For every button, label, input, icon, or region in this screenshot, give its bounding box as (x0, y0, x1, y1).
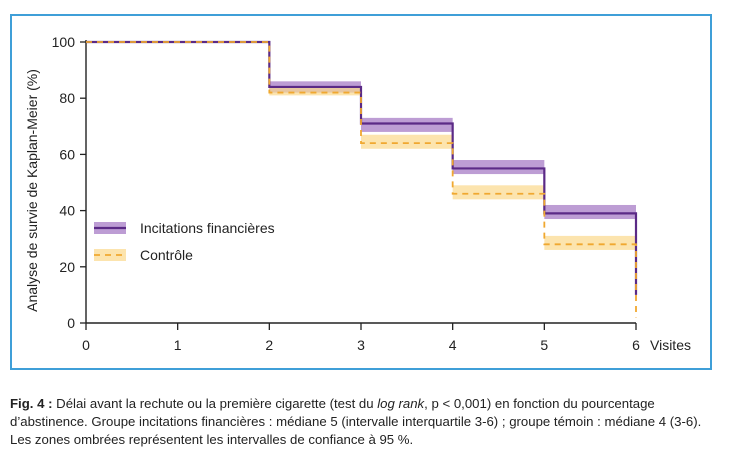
x-tick-label-4: 4 (449, 337, 457, 353)
legend-label-incitations: Incitations financières (140, 220, 275, 236)
x-axis-title: Visites (650, 337, 691, 353)
caption-italic: log rank (377, 396, 425, 411)
y-tick-label-100: 100 (52, 34, 76, 50)
y-tick-label-40: 40 (59, 203, 75, 219)
x-tick-label-5: 5 (540, 337, 548, 353)
ci-band-controle-3 (452, 185, 545, 200)
series-line-controle (86, 41, 637, 318)
ci-band-controle-4 (544, 235, 636, 250)
y-tick-label-80: 80 (59, 90, 75, 106)
x-tick-label-6: 6 (632, 337, 640, 353)
x-tick-label-1: 1 (174, 337, 182, 353)
y-axis-title: Analyse de survie de Kaplan-Meier (%) (24, 69, 40, 312)
kaplan-meier-chart: 0 20 40 60 80 100 0 1 2 3 4 5 6 Visites Analyse de sur… (24, 34, 691, 353)
x-tick-label-0: 0 (82, 337, 90, 353)
ci-band-controle-1 (269, 86, 361, 96)
caption-label: Fig. 4 : (10, 396, 53, 411)
y-tick-label-20: 20 (59, 259, 75, 275)
ci-band-incitations-4 (544, 204, 636, 220)
ci-band-incitations-3 (452, 160, 545, 175)
legend-label-controle: Contrôle (140, 247, 193, 263)
ci-band-incitations-2 (361, 117, 453, 132)
y-tick-label-0: 0 (67, 315, 75, 331)
figure-caption: Fig. 4 : Délai avant la rechute ou la pr… (10, 395, 716, 449)
x-tick-label-2: 2 (265, 337, 273, 353)
ci-band-controle-2 (361, 134, 453, 149)
y-tick-label-60: 60 (59, 146, 75, 162)
caption-text-after: , p < 0,001) en fonction du pourcentage … (10, 396, 702, 447)
figure-frame: 0 20 40 60 80 100 0 1 2 3 4 5 6 Visites Analyse de sur… (10, 14, 712, 370)
x-tick-label-3: 3 (357, 337, 365, 353)
caption-text-before: Délai avant la rechute ou la première ci… (52, 396, 378, 411)
